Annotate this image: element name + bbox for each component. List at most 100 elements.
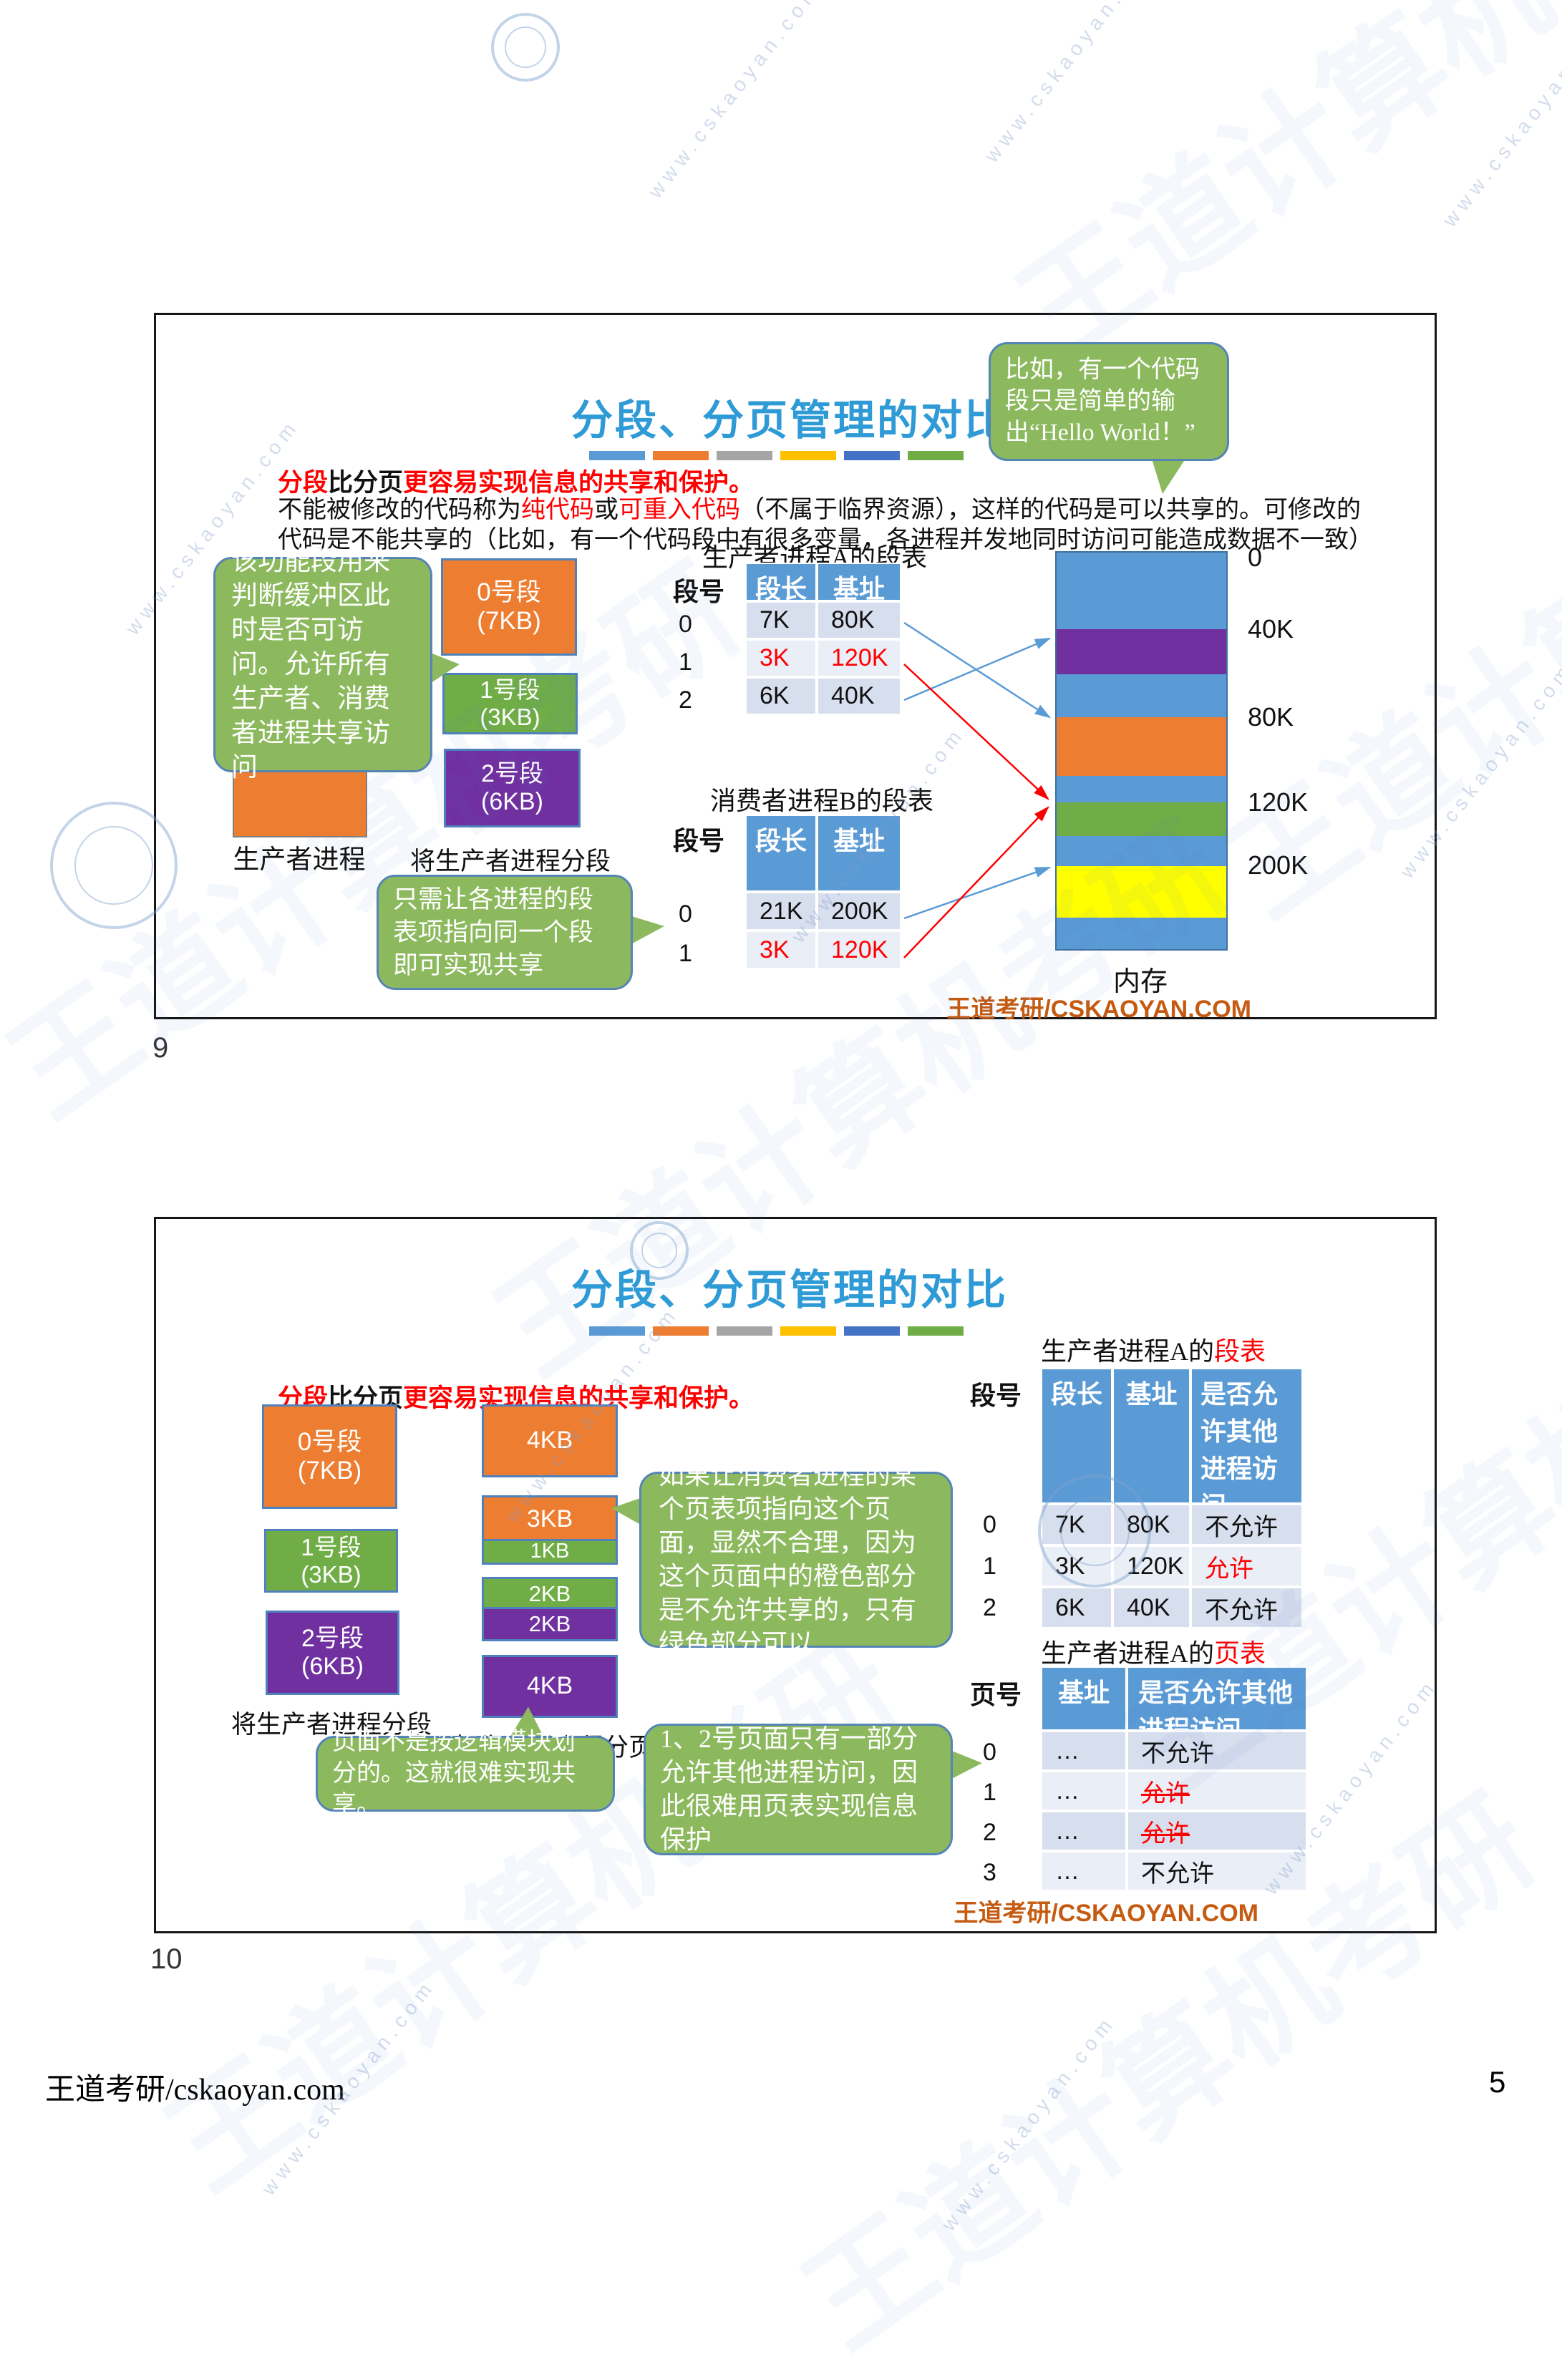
memory-tick: 40K	[1248, 614, 1294, 643]
memory-label: 内存	[1112, 967, 1168, 997]
row-index: 2	[983, 1819, 996, 1846]
brand-footer: 王道考研/CSKAOYAN.COM	[954, 1900, 1258, 1927]
segments-caption: 将生产者进程分段	[409, 847, 611, 875]
segment-name: 1号段	[301, 1533, 362, 1560]
row-index: 1	[983, 1553, 996, 1580]
intro-red: 更容易实现信息的共享和保护。	[403, 469, 755, 497]
memory-region	[1057, 776, 1226, 802]
memory-tick: 0	[1248, 543, 1263, 572]
cell-base: 120K	[817, 931, 901, 969]
row-index: 1	[983, 1779, 996, 1806]
segment-box-0: 0号段 (7KB)	[441, 558, 577, 656]
segment-box-0: 0号段 (7KB)	[262, 1404, 397, 1509]
para-red: 纯代码	[521, 497, 594, 523]
segment-name: 1号段	[480, 676, 540, 704]
row-index: 1	[679, 940, 692, 967]
row-index: 2	[983, 1594, 996, 1621]
page-share-callout: 如果让消费者进程的某个页表项指向这个页面，显然不合理，因为这个页面中的橙色部分是…	[639, 1461, 953, 1658]
row-index: 0	[983, 1511, 996, 1538]
memory-region-segment2	[1057, 629, 1226, 674]
memory-tick: 80K	[1248, 702, 1294, 732]
page-table: 基址 是否允许其他进程访问 … 不允许 … 允许 … 允许 … 不允许	[1041, 1666, 1307, 1891]
watermark-url: www.cskaoyan.com	[644, 0, 826, 203]
para-black: 或	[594, 497, 619, 523]
table-row: 6K 40K	[745, 677, 901, 715]
callout-text: 只需让各进程的段表项指向同一个段即可实现共享	[393, 885, 594, 979]
share-callout: 只需让各进程的段表项指向同一个段即可实现共享	[377, 875, 633, 990]
cell-len: 3K	[745, 639, 817, 677]
table-row: 7K 80K	[745, 601, 901, 639]
memory-region-segment0	[1057, 717, 1226, 776]
cell-base: 120K	[817, 639, 901, 677]
para-black: （不属于临界资源），这样的代码是可以共享的。可修改的代码是不能共享的（比如，有一…	[278, 497, 1373, 553]
seal-watermark-icon	[50, 802, 178, 929]
title-black: 生产者进程A的	[1041, 1639, 1214, 1668]
col-header-access: 是否允许其他进程访问	[1190, 1368, 1303, 1520]
row-index: 0	[679, 900, 692, 928]
memory-region	[1057, 553, 1226, 629]
segment-name: 0号段	[477, 578, 541, 606]
row-index: 3	[983, 1859, 996, 1886]
segment-mapping-arrows	[903, 621, 1052, 958]
page-size: 4KB	[526, 1427, 573, 1454]
cell-base: 40K	[1112, 1587, 1190, 1628]
table-row: … 允许	[1041, 1771, 1307, 1811]
row-index: 2	[679, 686, 692, 714]
slide-number-10: 10	[150, 1943, 183, 1975]
page-box-3: 4KB	[482, 1655, 618, 1718]
body-paragraph: 不能被修改的代码称为纯代码或可重入代码（不属于临界资源），这样的代码是可以共享的…	[278, 495, 1380, 555]
col-header-access: 是否允许其他进程访问	[1127, 1666, 1307, 1744]
memory-region	[1057, 836, 1226, 866]
cell-len: 6K	[1041, 1587, 1112, 1628]
table-row: 3K 120K	[745, 931, 901, 969]
accent-bar	[844, 1326, 900, 1336]
cell-base: 200K	[817, 892, 901, 931]
seal-watermark-icon	[630, 1221, 689, 1280]
col-header-len: 段长	[745, 815, 817, 892]
segment-name: 0号段	[297, 1427, 362, 1456]
intro-red: 分段	[278, 469, 329, 497]
cell-access: 不允许	[1127, 1731, 1307, 1771]
segment-box-1: 1号段 (3KB)	[264, 1529, 398, 1593]
callout-text: 如果让消费者进程的某个页表项指向这个页面，显然不合理，因为这个页面中的橙色部分是…	[659, 1461, 917, 1658]
slide-number-9: 9	[152, 1032, 169, 1064]
cell-base: 80K	[817, 601, 901, 639]
accent-bar	[653, 1326, 709, 1336]
segment-box-2: 2号段 (6KB)	[266, 1611, 399, 1695]
accent-bar	[717, 1326, 772, 1336]
title-red: 页表	[1214, 1639, 1266, 1668]
page-size: 4KB	[526, 1672, 573, 1700]
table-b-index-header: 段号	[673, 827, 725, 855]
accent-bar	[908, 1326, 964, 1336]
segment-box-2: 2号段 (6KB)	[444, 749, 581, 827]
row-index: 1	[679, 649, 692, 676]
slide-10: 分段、分页管理的对比 分段比分页更容易实现信息的共享和保护。 0号段 (7KB)…	[154, 1217, 1437, 1933]
hello-world-callout: 比如，有一个代码段只是简单的输出“Hello World！”	[989, 342, 1229, 461]
table-row: 3K 120K	[745, 639, 901, 677]
footer-page-number: 5	[1489, 2065, 1506, 2099]
memory-column	[1055, 551, 1228, 951]
page-box-2-part-b: 2KB	[482, 1607, 618, 1641]
seal-watermark-icon	[1038, 1475, 1151, 1588]
callout-text: 页面不是按逻辑模块划分的。这就很难实现共享。	[332, 1729, 576, 1818]
seg-table-index-header: 段号	[970, 1381, 1022, 1410]
page-box-1-part-a: 3KB	[482, 1495, 618, 1541]
slide-9: 分段、分页管理的对比 比如，有一个代码段只是简单的输出“Hello World！…	[154, 313, 1437, 1023]
table-row: … 不允许	[1041, 1851, 1307, 1891]
segment-size: (6KB)	[481, 788, 543, 815]
slide-title: 分段、分页管理的对比	[571, 397, 1008, 444]
callout-text: 比如，有一个代码段只是简单的输出“Hello World！”	[1005, 356, 1200, 446]
accent-bar	[653, 451, 709, 460]
cell-base: …	[1041, 1851, 1127, 1891]
cell-len: 6K	[745, 677, 817, 715]
title-red: 段表	[1214, 1337, 1266, 1366]
segment-name: 2号段	[481, 759, 543, 787]
memory-tick: 200K	[1248, 850, 1309, 880]
segment-size: (3KB)	[480, 704, 540, 730]
intro-black: 比分页	[328, 469, 404, 497]
row-index: 0	[679, 611, 692, 638]
page-table-index-header: 页号	[970, 1681, 1022, 1709]
accent-bar	[908, 451, 964, 460]
table-row: 21K 200K	[745, 892, 901, 931]
col-header-base: 基址	[1041, 1666, 1127, 1731]
